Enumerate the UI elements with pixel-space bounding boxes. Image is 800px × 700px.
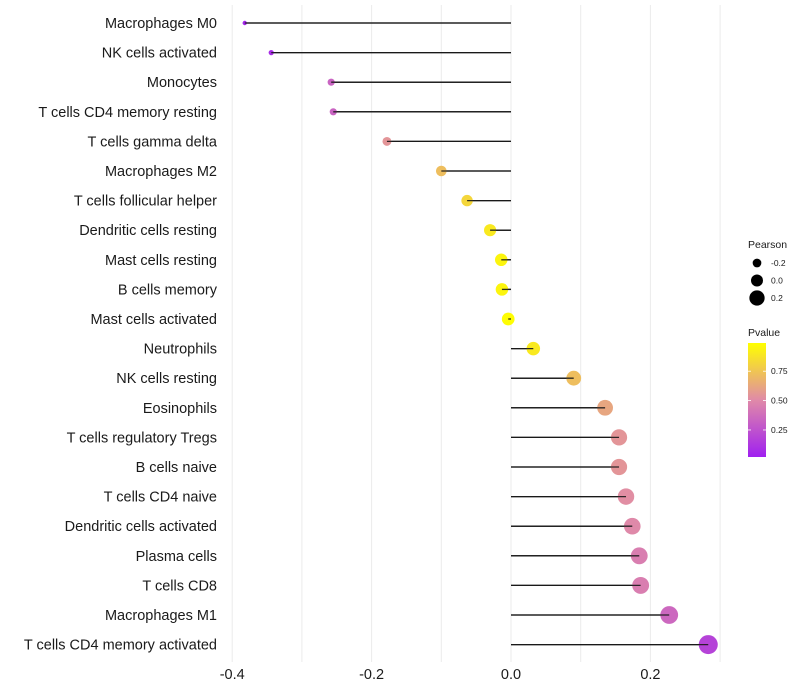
y-tick-label: Neutrophils xyxy=(144,342,217,358)
legend-size-label: 0.0 xyxy=(771,276,783,286)
color-bar xyxy=(748,343,766,457)
y-tick-label: Dendritic cells resting xyxy=(79,223,217,239)
x-tick-label: -0.2 xyxy=(359,667,384,683)
y-tick-label: T cells follicular helper xyxy=(74,194,217,210)
y-tick-label: Macrophages M1 xyxy=(105,608,217,624)
y-tick-label: Eosinophils xyxy=(143,401,217,417)
legend-size-label: -0.2 xyxy=(771,258,786,268)
y-tick-label: Monocytes xyxy=(147,75,217,91)
x-axis-ticks: -0.4 -0.2 0.0 0.2 xyxy=(220,667,661,683)
y-tick-label: Mast cells activated xyxy=(90,312,217,328)
y-tick-label: T cells gamma delta xyxy=(88,134,218,150)
legend: Pearson -0.2 0.0 0.2 Pvalue 0.75 0.50 0.25 xyxy=(748,239,788,457)
y-tick-label: T cells CD4 naive xyxy=(104,490,217,506)
y-axis-labels: Macrophages M0 NK cells activated Monocyte… xyxy=(24,16,218,654)
legend-size-title: Pearson xyxy=(748,239,787,251)
x-tick-label: 0.0 xyxy=(501,667,521,683)
y-tick-label: Dendritic cells activated xyxy=(65,519,217,535)
y-tick-label: NK cells activated xyxy=(102,46,217,62)
y-tick-label: Plasma cells xyxy=(136,549,217,565)
legend-size-dot xyxy=(751,274,763,287)
legend-size-dot xyxy=(749,290,765,306)
y-tick-label: T cells CD8 xyxy=(142,578,217,594)
color-legend-ticks: 0.75 0.50 0.25 xyxy=(748,366,788,435)
legend-size-label: 0.2 xyxy=(771,293,783,303)
y-tick-label: T cells regulatory Tregs xyxy=(67,430,217,446)
points xyxy=(242,20,718,655)
y-tick-label: T cells CD4 memory resting xyxy=(38,105,217,121)
y-tick-label: Mast cells resting xyxy=(105,253,217,269)
y-tick-label: NK cells resting xyxy=(116,371,217,387)
data-point xyxy=(610,429,628,446)
data-point xyxy=(632,576,650,594)
y-tick-label: T cells CD4 memory activated xyxy=(24,638,217,654)
y-tick-label: Macrophages M0 xyxy=(105,16,217,32)
y-tick-label: B cells memory xyxy=(118,282,218,298)
x-tick-label: 0.2 xyxy=(640,667,660,683)
legend-size-dot xyxy=(752,258,762,268)
legend-color-label: 0.50 xyxy=(771,396,788,406)
y-tick-label: Macrophages M2 xyxy=(105,164,217,180)
size-legend: -0.2 0.0 0.2 xyxy=(749,258,786,306)
legend-color-title: Pvalue xyxy=(748,327,780,339)
data-point xyxy=(610,458,628,476)
legend-color-label: 0.25 xyxy=(771,425,788,435)
x-tick-label: -0.4 xyxy=(220,667,245,683)
y-tick-label: B cells naive xyxy=(136,460,217,476)
legend-color-label: 0.75 xyxy=(771,366,788,376)
grid-lines xyxy=(231,5,721,662)
